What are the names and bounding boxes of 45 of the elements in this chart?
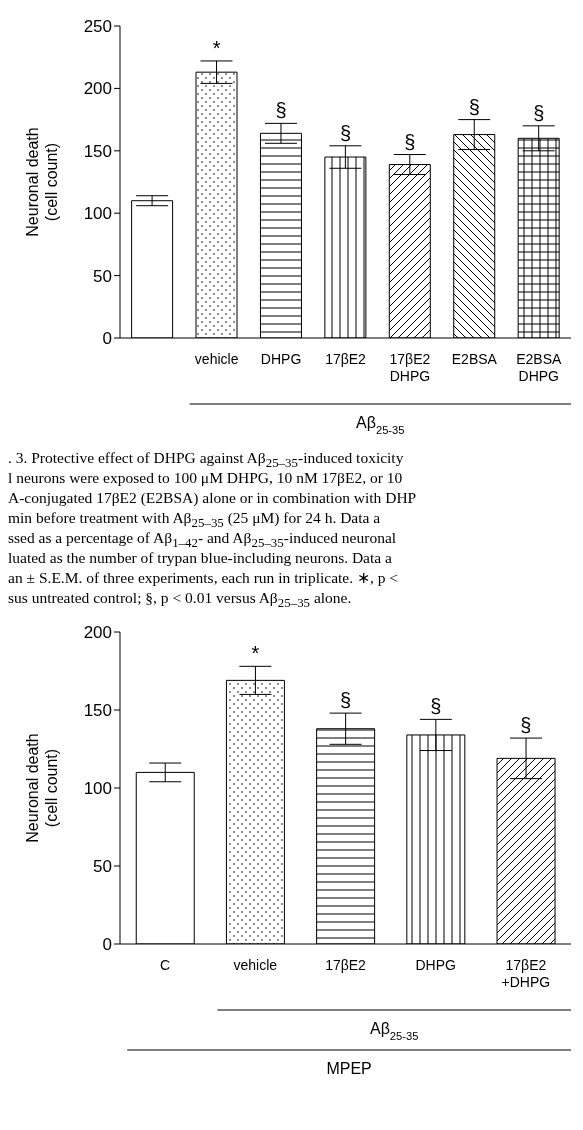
x-tick-label: 17βE2 (325, 957, 367, 973)
annotation: § (339, 689, 352, 712)
text: l neurons were exposed to 100 μM DHPG, 10 nM 17βE2, or 10 (8, 468, 404, 488)
y-axis-title: Neuronal death (cell count) (24, 733, 60, 843)
text: luated as the number of trypan blue-including neurons. Data a (8, 548, 393, 568)
x-tick-label: vehicle (194, 351, 239, 367)
annotation: § (430, 695, 442, 718)
annotation: § (520, 714, 532, 737)
x-tick-label: DHPG (260, 351, 302, 367)
text: an ± S.E.M. of three experiments, each run in triplicate. ∗, p < (8, 568, 400, 588)
x-tick-label: E2BSA (451, 351, 498, 367)
annotation: § (468, 95, 480, 118)
text: min before treatment with Aβ$_{25–35}$ (25 μM) for 24 h. Data a (8, 508, 382, 531)
annotation: § (339, 121, 352, 144)
x-tick-label: 17βE2 DHPG (389, 351, 431, 384)
y-tick-label: 200 (83, 79, 112, 99)
annotation: § (275, 99, 287, 122)
text: sus untreated control; §, p < 0.01 versus Aβ$_{25–35}$ alone. (8, 588, 353, 611)
annotation: § (533, 101, 545, 124)
annotation: § (404, 130, 416, 153)
text: Aβ$_{25-35}$ (356, 414, 405, 436)
y-tick-label: 100 (83, 779, 112, 799)
y-tick-label: 50 (93, 266, 112, 286)
y-axis-title: Neuronal death (cell count) (24, 127, 60, 237)
text: . 3. Protective effect of DHPG against Aβ$_{25–35}$-induced toxicity (8, 448, 405, 471)
text: Aβ$_{25-35}$ (369, 1020, 419, 1042)
text: ssed as a percentage of Aβ$_{1–42}$- and Aβ$_{25–35}$-induced neuronal (8, 528, 398, 551)
annotation: * (251, 642, 260, 665)
y-tick-label: 100 (83, 204, 112, 224)
text: MPEP (326, 1060, 372, 1077)
y-tick-label: 250 (83, 17, 112, 37)
x-tick-label: 17βE2 (325, 351, 367, 367)
y-tick-label: 50 (93, 857, 112, 877)
y-tick-label: 0 (102, 329, 112, 349)
x-tick-label: DHPG (415, 957, 456, 973)
y-tick-label: 150 (83, 141, 112, 161)
text: A-conjugated 17βE2 (E2BSA) alone or in combination with DHP (8, 488, 418, 508)
x-tick-label: vehicle (233, 957, 278, 973)
x-tick-label: C (160, 957, 171, 973)
y-tick-label: 150 (83, 701, 112, 721)
x-tick-label: 17βE2 +DHPG (501, 957, 551, 990)
y-tick-label: 0 (102, 935, 112, 955)
annotation: * (212, 36, 221, 59)
y-tick-label: 200 (83, 623, 112, 643)
x-tick-label: E2BSA DHPG (516, 351, 563, 384)
